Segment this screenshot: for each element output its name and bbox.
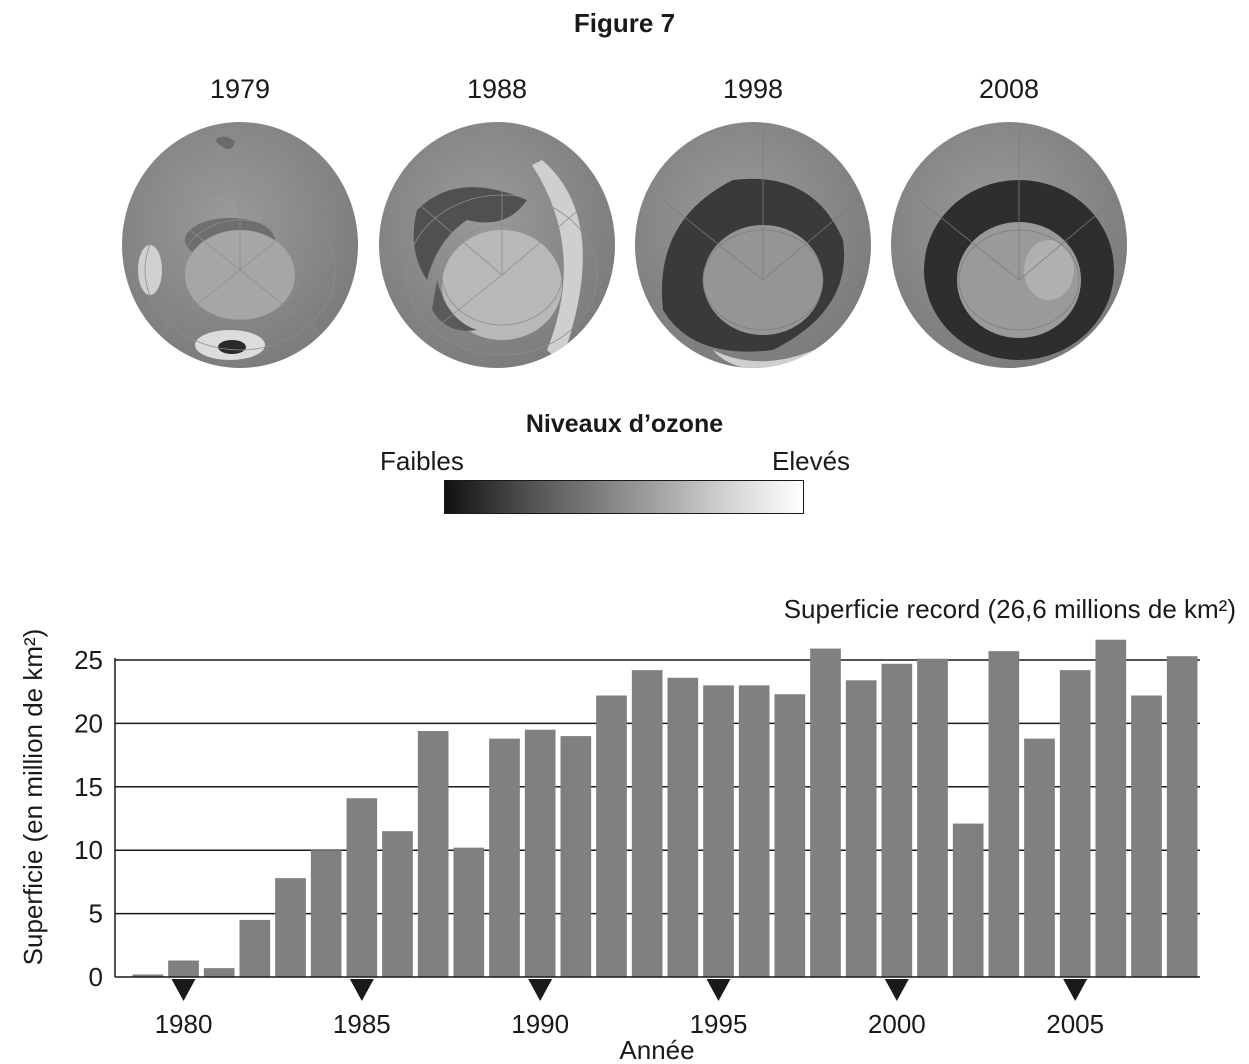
bar-2002 [952, 823, 984, 977]
legend-high-label: Elevés [772, 446, 851, 476]
bar-2004 [1024, 738, 1055, 977]
globe-year-label: 2008 [978, 74, 1040, 104]
bar-1981 [203, 968, 235, 977]
bar-2001 [917, 658, 948, 977]
globe-row: 1979 1988 1998 2008 [0, 0, 1249, 380]
bar-1995 [703, 685, 734, 977]
legend-low-label: Faibles [380, 446, 464, 476]
bar-1994 [667, 677, 699, 977]
bar-1999 [845, 680, 877, 977]
y-axis-title: Superficie (en million de km²) [18, 629, 48, 966]
x-tick-label: 1990 [511, 1009, 569, 1039]
ozone-globe-1979 [122, 122, 358, 368]
globe-year-label: 1988 [466, 74, 528, 104]
bar-1983 [275, 878, 306, 977]
bar-1985 [346, 798, 378, 977]
x-tick-marker [706, 979, 731, 1001]
x-tick-marker [528, 979, 553, 1001]
bar-1998 [810, 648, 841, 977]
y-tick-label: 10 [74, 835, 103, 865]
x-axis-title: Année [619, 1035, 694, 1064]
bar-1989 [489, 738, 520, 977]
x-tick-marker [349, 979, 374, 1001]
bar-2003 [988, 651, 1020, 977]
x-tick-label: 1985 [333, 1009, 391, 1039]
bar-2007 [1131, 695, 1162, 977]
bar-1984 [310, 850, 342, 977]
record-annotation: Superficie record (26,6 millions de km²) [784, 594, 1236, 624]
bar-1988 [453, 847, 485, 977]
bar-2005 [1059, 670, 1091, 977]
ozone-globe-1998 [635, 122, 871, 368]
globe-year-label: 1979 [209, 74, 271, 104]
y-tick-label: 20 [74, 708, 103, 738]
y-tick-label: 25 [74, 645, 103, 675]
legend-title: Niveaux d’ozone [525, 410, 724, 438]
bar-1982 [239, 919, 271, 977]
x-tick-marker [1063, 979, 1088, 1001]
bar-1990 [524, 729, 556, 977]
bar-1992 [596, 695, 627, 977]
bar-2006 [1095, 639, 1127, 977]
bar-1997 [774, 694, 806, 977]
y-tick-label: 15 [74, 772, 103, 802]
bar-1996 [738, 685, 770, 977]
bar-1986 [382, 831, 413, 977]
figure-title: Figure 7 [573, 8, 676, 38]
y-tick-label: 5 [89, 899, 103, 929]
x-tick-label: 1995 [690, 1009, 748, 1039]
y-tick-label: 0 [89, 962, 103, 992]
bar-2000 [881, 663, 913, 977]
x-tick-label: 1980 [155, 1009, 213, 1039]
bar-1979 [132, 974, 164, 977]
ozone-globe-2008 [891, 122, 1127, 368]
ozone-globe-1988 [379, 122, 615, 368]
x-tick-label: 2005 [1046, 1009, 1104, 1039]
ozone-hole-area-chart: 0 5 10 15 20 25 1980 1985 1990 1995 2000 2005 Année S… [18, 594, 1236, 1064]
bar-2008 [1166, 656, 1198, 977]
globe-year-label: 1998 [722, 74, 784, 104]
x-tick-marker [171, 979, 196, 1001]
x-tick-label: 2000 [868, 1009, 926, 1039]
bar-1987 [417, 731, 449, 977]
bar-1993 [631, 670, 663, 977]
x-tick-marker [884, 979, 909, 1001]
bar-1991 [560, 736, 592, 977]
ozone-gradient-bar [444, 480, 804, 514]
bar-1980 [168, 960, 199, 977]
